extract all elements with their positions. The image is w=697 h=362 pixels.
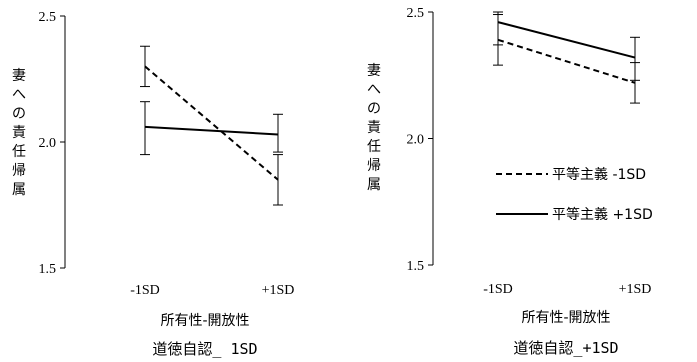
x-axis-title: 所有性-開放性 bbox=[160, 313, 249, 329]
legend-label: 平等主義 +1SD bbox=[552, 206, 653, 223]
x-tick-label: -1SD bbox=[483, 282, 513, 297]
series-line-solid bbox=[144, 125, 279, 136]
y-tick-label: 2.0 bbox=[39, 136, 57, 151]
right-panel: 1.5 2.0 2.5 -1SD +1SD 妻への責任帰属所有性-開放性道徳自認_+1SD… bbox=[367, 6, 653, 357]
y-tick-label: 1.5 bbox=[407, 259, 425, 274]
y-axis-title: 妻への責任帰属 bbox=[12, 68, 26, 198]
y-tick-label: 2.5 bbox=[407, 6, 425, 21]
series-line-dashed bbox=[144, 65, 279, 181]
panel-caption: 道徳自認_ 1SD bbox=[152, 340, 257, 358]
x-tick-label: -1SD bbox=[130, 283, 160, 298]
x-tick-label: +1SD bbox=[619, 282, 652, 297]
panel-caption: 道徳自認_+1SD bbox=[513, 339, 618, 357]
legend-label: 平等主義 -1SD bbox=[552, 166, 646, 183]
y-tick-label: 2.5 bbox=[39, 10, 57, 25]
series-line-solid bbox=[497, 21, 636, 59]
series-line-dashed bbox=[497, 38, 636, 84]
x-tick-label: +1SD bbox=[262, 283, 295, 298]
y-tick-label: 2.0 bbox=[407, 133, 425, 148]
y-tick-label: 1.5 bbox=[39, 262, 57, 277]
x-axis-title: 所有性-開放性 bbox=[521, 310, 610, 326]
y-axis-title: 妻への責任帰属 bbox=[367, 63, 381, 193]
